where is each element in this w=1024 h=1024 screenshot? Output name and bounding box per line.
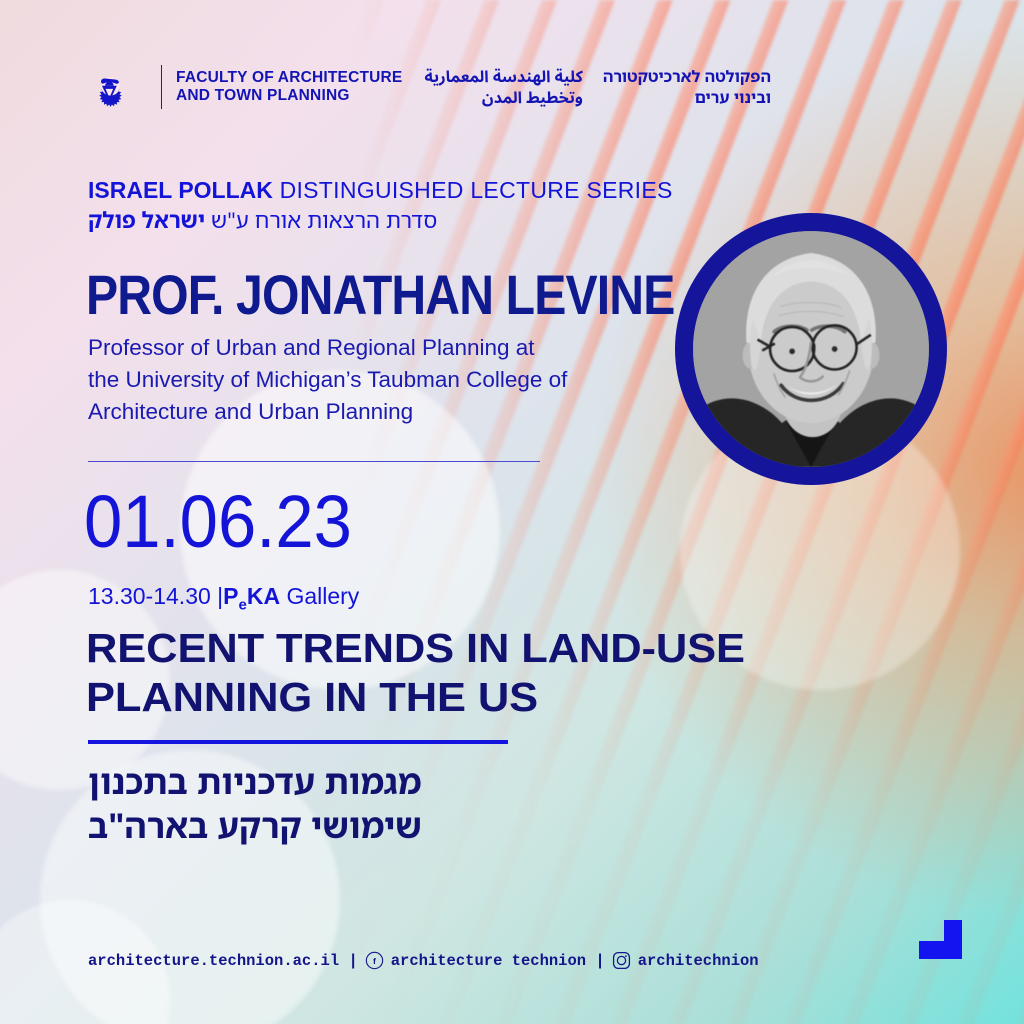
svg-text:f: f	[373, 956, 376, 966]
